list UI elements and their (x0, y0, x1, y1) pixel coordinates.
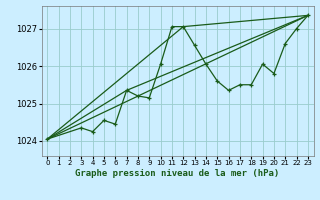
X-axis label: Graphe pression niveau de la mer (hPa): Graphe pression niveau de la mer (hPa) (76, 169, 280, 178)
